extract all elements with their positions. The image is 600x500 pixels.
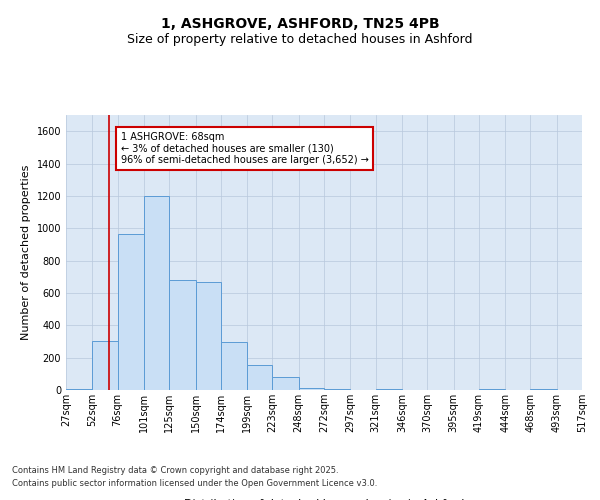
Bar <box>272 377 299 390</box>
Bar <box>324 389 350 390</box>
Bar <box>92 340 118 390</box>
Bar <box>66 389 92 390</box>
Text: 1 ASHGROVE: 68sqm
← 3% of detached houses are smaller (130)
96% of semi-detached: 1 ASHGROVE: 68sqm ← 3% of detached house… <box>121 132 368 165</box>
Bar <box>247 365 272 390</box>
Bar <box>169 280 196 390</box>
Bar <box>479 389 505 390</box>
Text: Size of property relative to detached houses in Ashford: Size of property relative to detached ho… <box>127 32 473 46</box>
Bar <box>221 342 247 390</box>
Text: Contains HM Land Registry data © Crown copyright and database right 2025.
Contai: Contains HM Land Registry data © Crown c… <box>12 466 377 487</box>
Bar <box>118 234 144 390</box>
Text: 1, ASHGROVE, ASHFORD, TN25 4PB: 1, ASHGROVE, ASHFORD, TN25 4PB <box>161 18 439 32</box>
Bar <box>196 282 221 390</box>
Bar <box>144 196 169 390</box>
X-axis label: Distribution of detached houses by size in Ashford: Distribution of detached houses by size … <box>184 499 464 500</box>
Bar <box>530 389 557 390</box>
Bar <box>376 389 402 390</box>
Bar <box>299 388 324 390</box>
Y-axis label: Number of detached properties: Number of detached properties <box>21 165 31 340</box>
